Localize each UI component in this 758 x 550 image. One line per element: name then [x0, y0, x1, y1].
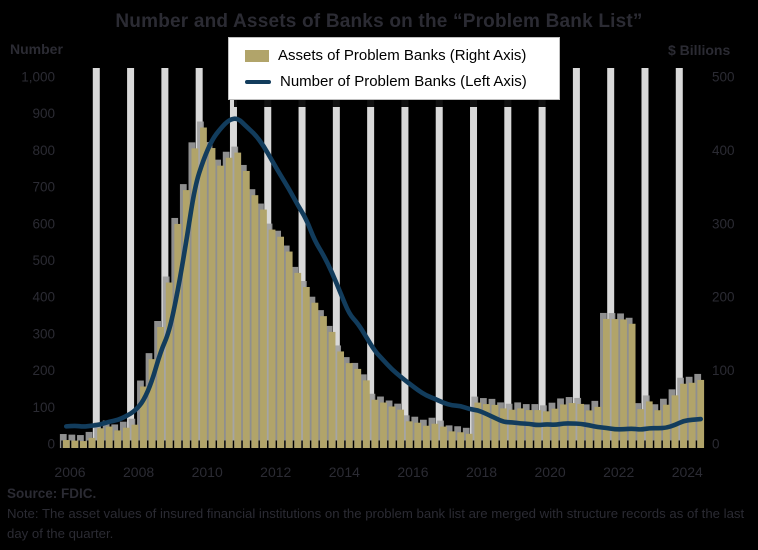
- legend-item-number: Number of Problem Banks (Left Axis): [245, 73, 547, 90]
- svg-text:2008: 2008: [123, 464, 154, 480]
- svg-text:900: 900: [32, 106, 55, 121]
- number-line: [63, 116, 704, 432]
- svg-text:1,000: 1,000: [21, 70, 55, 85]
- right-axis-unit-label: $ Billions: [668, 42, 731, 58]
- svg-text:300: 300: [32, 326, 55, 341]
- note-text: Note: The asset values of insured financ…: [7, 506, 745, 541]
- left-axis-tick-labels: 1,000 900 800 700 600 500 400 300 200 100 0: [21, 70, 55, 452]
- svg-text:2012: 2012: [260, 464, 291, 480]
- svg-text:200: 200: [32, 363, 55, 378]
- chart-legend: Assets of Problem Banks (Right Axis) Num…: [228, 37, 560, 100]
- svg-text:500: 500: [712, 70, 735, 85]
- svg-text:700: 700: [32, 180, 55, 195]
- legend-label-assets: Assets of Problem Banks (Right Axis): [278, 47, 527, 64]
- svg-text:100: 100: [712, 363, 735, 378]
- svg-text:2020: 2020: [535, 464, 566, 480]
- right-axis-tick-labels: 500 400 300 200 100 0: [712, 70, 735, 452]
- svg-text:2014: 2014: [329, 464, 360, 480]
- svg-text:100: 100: [32, 400, 55, 415]
- left-axis-unit-label: Number: [10, 41, 63, 57]
- source-text: Source: FDIC.: [7, 486, 97, 501]
- svg-text:400: 400: [32, 290, 55, 305]
- svg-text:600: 600: [32, 216, 55, 231]
- svg-text:0: 0: [712, 437, 720, 452]
- svg-text:500: 500: [32, 253, 55, 268]
- svg-text:200: 200: [712, 290, 735, 305]
- legend-item-assets: Assets of Problem Banks (Right Axis): [245, 47, 547, 64]
- line-swatch-icon: [245, 79, 271, 84]
- svg-text:2006: 2006: [54, 464, 85, 480]
- bar-swatch-icon: [245, 49, 269, 62]
- chart-title: Number and Assets of Banks on the “Probl…: [115, 11, 643, 32]
- svg-text:400: 400: [712, 143, 735, 158]
- svg-text:2024: 2024: [672, 464, 703, 480]
- asset-bars: [62, 127, 705, 449]
- svg-text:2010: 2010: [192, 464, 223, 480]
- x-axis-year-labels: 2006 2008 2010 2012 2014 2016 2018 2020 2022 2024: [54, 464, 703, 480]
- svg-text:300: 300: [712, 216, 735, 231]
- svg-text:0: 0: [47, 437, 55, 452]
- svg-text:2022: 2022: [603, 464, 634, 480]
- svg-text:2016: 2016: [397, 464, 428, 480]
- legend-label-number: Number of Problem Banks (Left Axis): [280, 73, 527, 90]
- svg-text:2018: 2018: [466, 464, 497, 480]
- svg-text:800: 800: [32, 143, 55, 158]
- x-axis-ticks: [61, 440, 706, 451]
